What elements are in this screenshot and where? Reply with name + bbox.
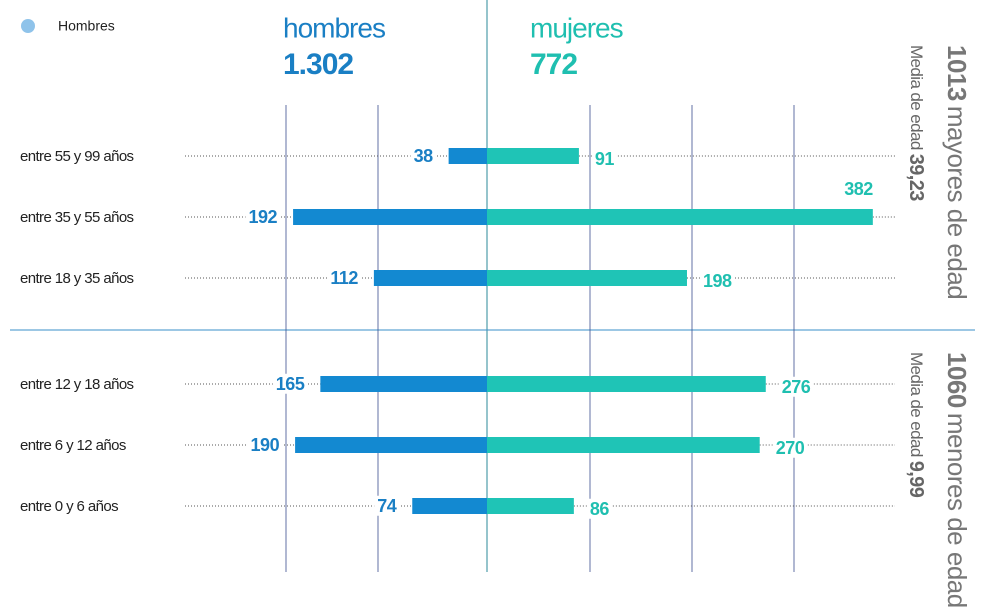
legend-label: Hombres [58,18,115,34]
label-bg [772,437,808,458]
value-label: 38 [414,146,434,166]
label-bg [586,498,613,519]
bar [487,498,574,514]
group-total: 1060 [942,352,972,408]
mean-title: Media de edad [907,352,926,457]
category-label: entre 6 y 12 años [20,437,126,454]
category-label: entre 18 y 35 años [20,270,134,287]
value-label: 382 [844,179,873,199]
label-bg [247,434,283,455]
category-label: entre 12 y 18 años [20,376,134,393]
series-total: 1.302 [283,48,353,81]
series-title: mujeres [530,12,623,43]
mean-title: Media de edad [907,45,926,150]
value-label: 190 [251,435,280,455]
value-label: 276 [782,377,811,397]
group-title: 1013 mayores de edad [942,45,972,299]
label-bg [410,145,437,166]
bar [295,437,487,453]
label-bg [327,267,362,288]
bar [487,376,766,392]
series-title: hombres [283,12,385,43]
value-label: 192 [249,207,278,227]
label-bg [778,376,814,397]
bar [487,148,579,164]
group-label: mayores de edad [942,106,972,299]
bar [487,437,760,453]
group-label: menores de edad [942,413,972,607]
label-bg [591,148,618,169]
value-label: 198 [703,271,732,291]
value-label: 74 [377,496,397,516]
legend-marker [21,19,35,33]
value-label: 86 [590,499,610,519]
label-bg [699,270,736,291]
group-mean: Media de edad 9,99 [905,352,927,498]
value-label: 270 [776,438,805,458]
bar [487,209,873,225]
label-bg [272,373,308,394]
category-label: entre 55 y 99 años [20,148,134,165]
value-label: 112 [330,268,358,288]
bar [412,498,487,514]
bar [373,270,487,286]
mean-value: 9,99 [905,461,927,498]
bar [320,376,487,392]
bar [448,148,487,164]
series-total: 772 [530,48,577,81]
bar [293,209,487,225]
label-bg [374,495,400,516]
category-label: entre 35 y 55 años [20,209,134,226]
bar [487,270,687,286]
category-label: entre 0 y 6 años [20,498,118,515]
group-title: 1060 menores de edad [942,352,972,607]
group-total: 1013 [942,45,972,101]
value-label: 165 [276,374,305,394]
label-bg [245,206,281,227]
value-label: 91 [595,149,615,169]
mean-value: 39,23 [905,154,927,202]
group-mean: Media de edad 39,23 [905,45,927,201]
